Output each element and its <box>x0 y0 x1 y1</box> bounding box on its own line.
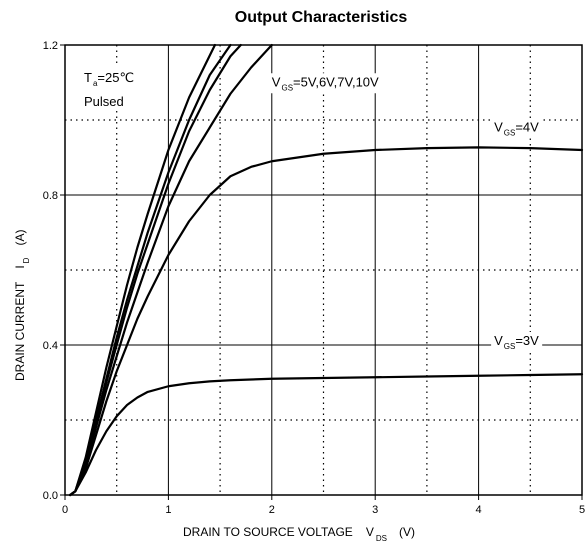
x-tick-label: 3 <box>372 504 378 516</box>
y-tick-label: 0.0 <box>43 490 58 502</box>
y-axis-label-unit: (A) <box>13 230 27 246</box>
x-tick-label: 0 <box>62 504 68 516</box>
x-axis-label-unit: (V) <box>399 525 415 539</box>
series-annotation-bg <box>268 73 383 94</box>
series-annotation-bg <box>491 332 543 352</box>
series-annotation-tail: =5V,6V,7V,10V <box>293 74 379 89</box>
x-axis-label-subscript: DS <box>376 534 387 543</box>
x-axis-label-main: DRAIN TO SOURCE VOLTAGE <box>183 525 353 539</box>
x-axis-label-symbol: V <box>366 525 374 539</box>
series-annotation-2: VGS=4V <box>494 119 539 137</box>
x-tick-label: 4 <box>476 504 482 516</box>
y-axis-label-subscript: D <box>22 257 31 263</box>
y-tick-label: 0.8 <box>43 190 58 202</box>
x-tick-label: 1 <box>165 504 171 516</box>
conditions-tail: =25℃ <box>97 70 134 85</box>
conditions-line-2: Pulsed <box>84 94 124 109</box>
series-line-3 <box>69 43 242 497</box>
y-axis-label: DRAIN CURRENT ID (A) <box>13 230 31 381</box>
series-line-5 <box>69 43 217 497</box>
y-axis-label-main: DRAIN CURRENT <box>13 281 27 381</box>
x-tick-label: 5 <box>579 504 585 516</box>
y-axis-label-symbol: I <box>13 265 27 268</box>
conditions-line-1: Ta=25℃ <box>84 70 134 88</box>
series-annotation-subscript: GS <box>504 128 516 137</box>
series-annotation-bg <box>491 118 543 139</box>
series-layer <box>69 43 584 497</box>
x-axis-label: DRAIN TO SOURCE VOLTAGE V DS (V) <box>183 525 415 543</box>
series-annotation-1: VGS=5V,6V,7V,10V <box>272 74 379 92</box>
series-annotation-tail: =4V <box>515 119 539 134</box>
series-annotation-subscript: GS <box>504 342 516 351</box>
series-annotation-tail: =3V <box>515 333 539 348</box>
series-annotation-main: V <box>494 119 503 134</box>
label-layer: Output Characteristics 0 1 2 3 4 5 0.0 0.4 0.8 1.2… <box>13 9 585 543</box>
conditions-box-bg <box>80 66 152 110</box>
series-line-1 <box>69 146 584 497</box>
chart-title: Output Characteristics <box>235 9 408 26</box>
plot-frame <box>64 44 583 496</box>
series-annotation-subscript: GS <box>281 83 293 92</box>
series-annotation-main: V <box>494 333 503 348</box>
series-line-0 <box>69 373 584 497</box>
conditions-subscript: a <box>93 79 98 88</box>
conditions-symbol: T <box>84 70 92 85</box>
series-line-4 <box>69 43 232 497</box>
axis-layer <box>60 44 583 500</box>
grid-layer <box>65 45 582 495</box>
y-tick-label: 1.2 <box>43 40 58 52</box>
y-tick-label: 0.4 <box>43 340 58 352</box>
x-tick-label: 2 <box>269 504 275 516</box>
series-annotation-3: VGS=3V <box>494 333 539 351</box>
series-annotation-main: V <box>272 74 281 89</box>
